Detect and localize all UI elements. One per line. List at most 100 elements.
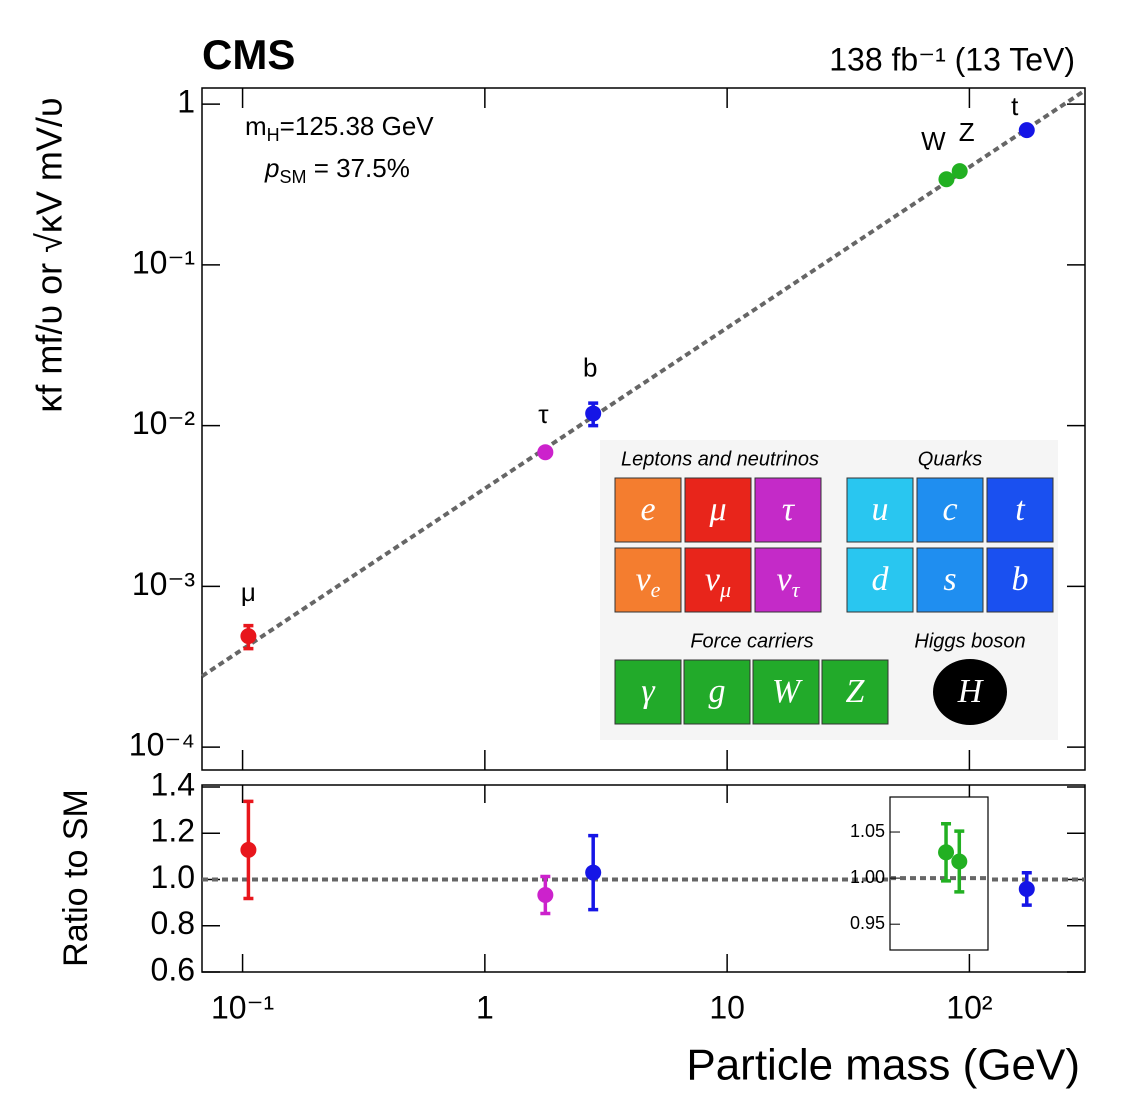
point-label: t — [1011, 91, 1019, 121]
data-point — [585, 405, 602, 422]
data-point — [585, 864, 602, 881]
legend-symbol-text: W — [772, 673, 803, 710]
legend-symbol-sub: μ — [719, 577, 731, 602]
data-point — [1018, 880, 1035, 897]
legend-symbol: W — [772, 673, 803, 710]
legend-cell — [752, 659, 820, 725]
y-tick-label: 0.8 — [151, 905, 195, 941]
legend-symbol-text: ν — [636, 561, 652, 598]
annotation: mH=125.38 GeV — [245, 111, 434, 145]
chart-subtitle: 138 fb⁻¹ (13 TeV) — [829, 41, 1075, 77]
legend-cell — [933, 659, 1007, 725]
legend-symbol: νe — [636, 561, 661, 602]
legend-cell — [916, 477, 984, 543]
legend-cell — [754, 547, 822, 613]
legend-symbol-text: ν — [705, 561, 721, 598]
data-point — [1018, 122, 1035, 139]
legend-cell — [986, 547, 1054, 613]
legend-symbol-text: Z — [846, 673, 866, 710]
y-tick-label: 1.00 — [850, 867, 885, 887]
legend-cell — [916, 547, 984, 613]
plot-frame — [201, 87, 1086, 771]
legend-cell — [684, 477, 752, 543]
legend-symbol-text: d — [872, 561, 890, 598]
point-label: b — [583, 352, 597, 382]
legend-cell — [683, 659, 751, 725]
legend-cell — [821, 659, 889, 725]
data-point — [537, 886, 554, 903]
annotation-text: p — [264, 153, 279, 183]
data-point — [537, 444, 554, 461]
annotation-sub: H — [267, 125, 280, 145]
y-tick-label: 10⁻³ — [132, 566, 195, 602]
legend-symbol-text: u — [872, 491, 889, 528]
y-tick-label: 10⁻² — [132, 405, 195, 441]
data-point — [938, 171, 955, 188]
y-tick-label: 1.4 — [151, 766, 195, 802]
legend-cell — [684, 547, 752, 613]
y-tick-label: 0.6 — [151, 951, 195, 987]
inset-frame — [889, 796, 989, 951]
legend-symbol-text: τ — [782, 491, 796, 528]
point-label: τ — [538, 399, 549, 429]
legend-symbol: u — [872, 491, 889, 528]
legend-symbol: b — [1012, 561, 1029, 598]
annotation-text: m — [245, 111, 267, 141]
legend-symbol: Z — [846, 673, 866, 710]
legend-symbol-text: b — [1012, 561, 1029, 598]
legend-cell — [614, 477, 682, 543]
legend-cell — [846, 547, 914, 613]
legend-group-title: Leptons and neutrinos — [621, 448, 819, 470]
y-tick-label: 0.95 — [850, 913, 885, 933]
legend-symbol: H — [957, 673, 985, 710]
y-tick-label: 10⁻⁴ — [129, 727, 195, 763]
legend-symbol: μ — [708, 491, 726, 528]
annotation: pSM = 37.5% — [264, 153, 410, 187]
legend-symbol: g — [709, 673, 726, 710]
y-tick-label: 10⁻¹ — [132, 244, 195, 280]
legend-symbol: s — [943, 561, 956, 598]
legend-symbol-text: g — [709, 673, 726, 710]
legend-group-title: Quarks — [918, 448, 982, 470]
data-point — [951, 853, 968, 870]
legend-symbol-text: H — [957, 673, 985, 710]
x-tick-label: 10 — [709, 989, 745, 1025]
reference-line — [200, 88, 1087, 678]
legend-cell — [614, 659, 682, 725]
legend-cell — [754, 477, 822, 543]
legend-symbol-text: e — [640, 491, 655, 528]
y-axis-label: κf mf/υ or √κV mV/υ — [29, 97, 70, 412]
legend-symbol: e — [640, 491, 655, 528]
x-tick-label: 10² — [946, 989, 993, 1025]
legend-symbol: c — [942, 491, 957, 528]
legend-symbol: ντ — [777, 561, 801, 602]
point-label: μ — [241, 577, 256, 607]
y-tick-label: 1.0 — [151, 859, 195, 895]
annotation-sub: SM — [279, 167, 306, 187]
y-axis-label: Ratio to SM — [57, 789, 95, 967]
y-tick-label: 1.2 — [151, 813, 195, 849]
chart-title: CMS — [202, 31, 295, 78]
point-label: Z — [959, 117, 975, 147]
legend-symbol-text: γ — [641, 673, 656, 710]
x-axis-label: Particle mass (GeV) — [686, 1041, 1080, 1090]
legend-symbol: τ — [782, 491, 796, 528]
legend-symbol-text: c — [942, 491, 957, 528]
x-tick-label: 1 — [476, 989, 494, 1025]
data-point — [938, 844, 955, 861]
legend-symbol-text: μ — [708, 491, 726, 528]
point-label: W — [921, 126, 946, 156]
legend-symbol: γ — [641, 673, 656, 710]
legend-symbol-text: s — [943, 561, 956, 598]
annotation-text: =125.38 GeV — [280, 111, 435, 141]
y-tick-label: 1.05 — [850, 821, 885, 841]
y-tick-label: 1 — [177, 84, 195, 120]
legend-cell — [986, 477, 1054, 543]
data-point — [240, 841, 257, 858]
legend-symbol-text: ν — [777, 561, 793, 598]
annotation-text: = 37.5% — [306, 153, 409, 183]
legend-symbol-text: t — [1015, 491, 1026, 528]
legend-cell — [614, 547, 682, 613]
legend-cell — [846, 477, 914, 543]
